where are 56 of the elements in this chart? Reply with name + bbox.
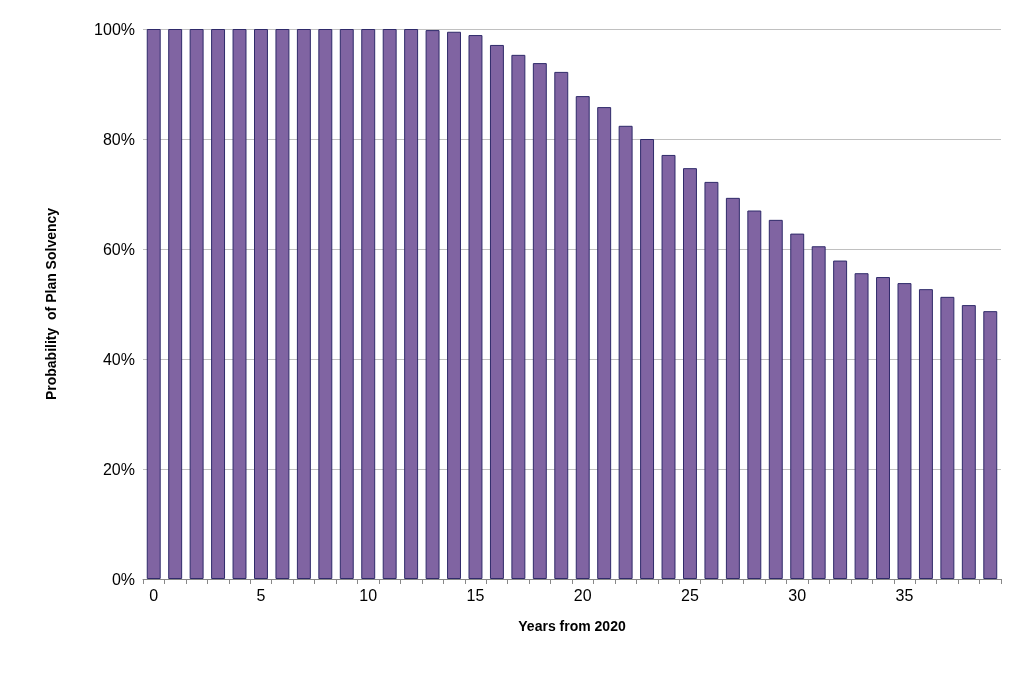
bar xyxy=(511,54,526,579)
y-tick-label: 20% xyxy=(102,460,135,478)
bar xyxy=(489,44,504,579)
bar xyxy=(768,219,783,579)
bar xyxy=(318,29,333,579)
bar xyxy=(854,273,869,579)
x-tick-label: 10 xyxy=(359,586,378,604)
bar xyxy=(683,168,697,579)
bar xyxy=(575,96,590,579)
x-tick-label: 30 xyxy=(788,586,807,604)
bar xyxy=(232,29,247,579)
bar xyxy=(790,233,805,579)
bar xyxy=(897,283,912,579)
x-tick-label: 5 xyxy=(256,586,266,604)
bar xyxy=(468,35,483,579)
x-axis-title: Years from 2020 xyxy=(518,618,626,634)
bar xyxy=(618,125,633,579)
bar xyxy=(532,63,547,579)
bar xyxy=(404,29,419,579)
bar xyxy=(254,29,268,579)
bar xyxy=(704,181,719,579)
bar xyxy=(382,29,397,579)
bar xyxy=(940,296,955,579)
x-tick-label: 0 xyxy=(149,586,159,604)
bar xyxy=(211,29,226,579)
bar xyxy=(876,277,890,579)
bar xyxy=(811,246,826,579)
bar xyxy=(725,197,740,579)
y-tick-label: 100% xyxy=(94,20,135,38)
y-tick-label: 40% xyxy=(102,350,135,368)
bar xyxy=(554,71,569,579)
bar xyxy=(275,29,290,579)
bar xyxy=(597,107,612,579)
bar xyxy=(747,210,762,579)
bar xyxy=(361,29,376,579)
bar xyxy=(168,29,183,579)
bar xyxy=(339,29,354,579)
bar xyxy=(640,139,655,579)
x-tick-label: 20 xyxy=(573,586,592,604)
bar xyxy=(961,305,976,579)
bar xyxy=(296,29,311,579)
bar xyxy=(833,260,848,579)
y-tick-label: 0% xyxy=(111,570,135,588)
y-axis-title: Probability of Plan Solvency xyxy=(43,207,59,401)
bar xyxy=(447,31,461,579)
bar xyxy=(661,154,676,579)
bar xyxy=(425,30,440,579)
bar xyxy=(146,29,161,579)
y-tick-label: 60% xyxy=(102,240,135,258)
bar xyxy=(189,29,204,579)
bar xyxy=(983,311,998,579)
bar xyxy=(918,289,933,579)
x-tick-label: 25 xyxy=(681,586,699,604)
y-tick-label: 80% xyxy=(102,130,135,148)
x-tick-label: 15 xyxy=(466,586,485,604)
x-tick-label: 35 xyxy=(895,586,914,604)
